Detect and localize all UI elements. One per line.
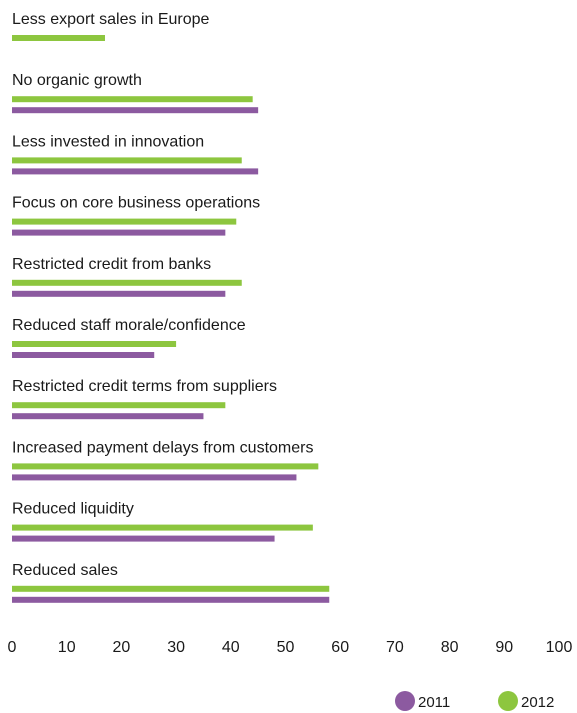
category-label: Restricted credit terms from suppliers xyxy=(12,378,277,395)
bar-2011-2 xyxy=(12,168,259,175)
bar-2011-6 xyxy=(12,413,204,420)
x-tick-label: 10 xyxy=(58,639,76,656)
category-label: No organic growth xyxy=(12,72,142,89)
x-tick-label: 80 xyxy=(441,639,459,656)
bar-2012-7 xyxy=(12,463,319,470)
category-label: Restricted credit from banks xyxy=(12,256,211,273)
category-labels: Less export sales in Europe No organic gr… xyxy=(12,11,313,579)
bars xyxy=(12,35,330,603)
x-tick-label: 50 xyxy=(277,639,295,656)
x-tick-label: 70 xyxy=(386,639,404,656)
x-tick-label: 60 xyxy=(331,639,349,656)
bar-2012-9 xyxy=(12,585,330,592)
legend: 2011 2012 xyxy=(395,691,554,711)
bar-2012-6 xyxy=(12,402,226,409)
x-axis-tick-labels: 0 10 20 30 40 50 60 70 80 90 100 xyxy=(8,639,573,656)
bar-2011-1 xyxy=(12,107,259,114)
bar-2011-8 xyxy=(12,535,275,542)
bar-2011-3 xyxy=(12,229,226,236)
bar-2012-8 xyxy=(12,524,313,531)
x-tick-label: 90 xyxy=(495,639,513,656)
bar-2011-5 xyxy=(12,352,155,358)
category-label: Reduced sales xyxy=(12,562,118,579)
bar-2012-1 xyxy=(12,96,253,103)
category-label: Reduced liquidity xyxy=(12,501,134,518)
legend-swatch-2012 xyxy=(498,691,518,711)
bar-2012-0 xyxy=(12,35,105,41)
x-tick-label: 100 xyxy=(546,639,573,656)
category-label: Increased payment delays from customers xyxy=(12,439,313,456)
x-tick-label: 40 xyxy=(222,639,240,656)
bar-2011-9 xyxy=(12,596,330,603)
bar-2012-5 xyxy=(12,341,177,347)
legend-swatch-2011 xyxy=(395,691,415,711)
category-label: Reduced staff morale/confidence xyxy=(12,317,246,334)
bar-2011-4 xyxy=(12,290,226,297)
category-label: Less export sales in Europe xyxy=(12,11,210,28)
legend-label-2012: 2012 xyxy=(521,694,554,711)
category-label: Focus on core business operations xyxy=(12,195,260,212)
bar-2012-3 xyxy=(12,218,237,225)
x-tick-label: 20 xyxy=(113,639,131,656)
bar-2012-2 xyxy=(12,157,242,164)
x-tick-label: 0 xyxy=(8,639,17,656)
bar-2012-4 xyxy=(12,279,242,286)
bar-2011-7 xyxy=(12,474,297,481)
x-tick-label: 30 xyxy=(167,639,185,656)
category-label: Less invested in innovation xyxy=(12,133,204,150)
legend-label-2011: 2011 xyxy=(418,694,450,711)
